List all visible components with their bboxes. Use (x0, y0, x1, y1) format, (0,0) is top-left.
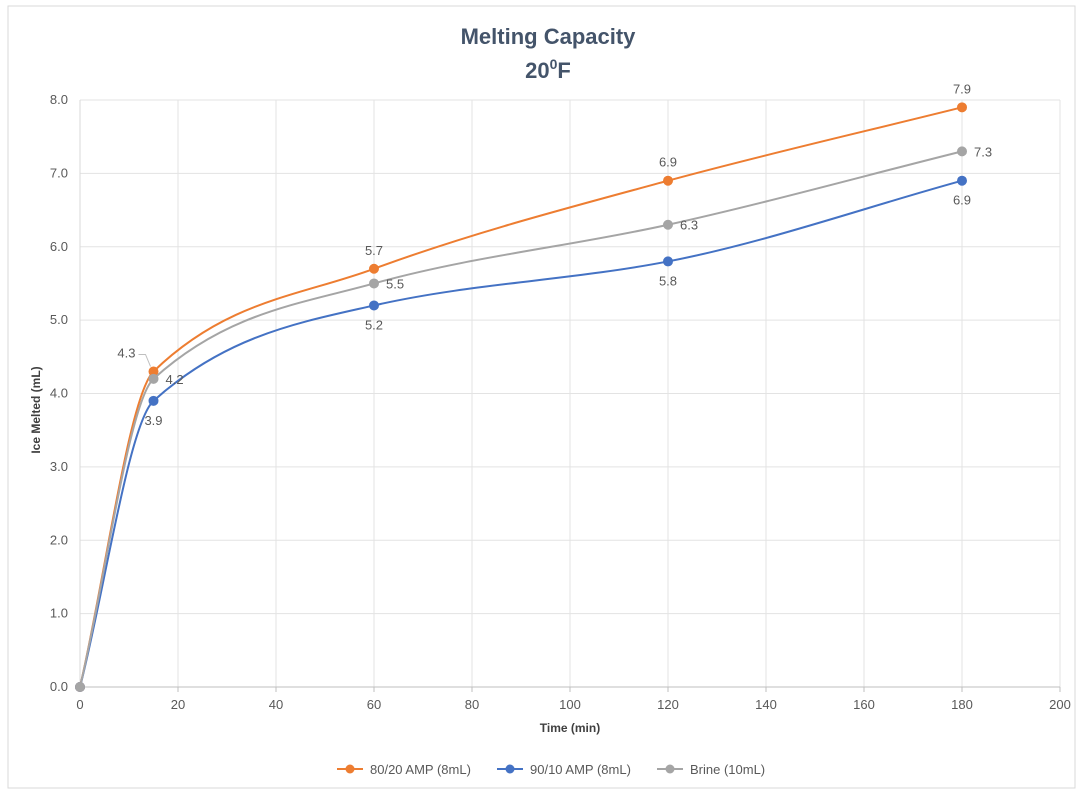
data-label: 6.3 (680, 218, 698, 233)
y-tick-label: 5.0 (50, 312, 68, 327)
legend-item: Brine (10mL) (657, 762, 765, 777)
legend-item: 80/20 AMP (8mL) (337, 762, 471, 777)
y-tick-label: 3.0 (50, 459, 68, 474)
data-point (369, 263, 379, 274)
y-tick-label: 0.0 (50, 679, 68, 694)
data-label: 5.8 (659, 273, 677, 288)
y-axis-title: Ice Melted (mL) (29, 366, 43, 453)
data-label: 3.9 (144, 413, 162, 428)
data-point (957, 102, 967, 113)
legend-label: 90/10 AMP (8mL) (530, 762, 631, 777)
label-leader-line (138, 353, 151, 367)
x-tick-label: 40 (269, 697, 283, 712)
data-label: 7.9 (953, 81, 971, 96)
x-tick-label: 140 (755, 697, 777, 712)
x-tick-label: 200 (1049, 697, 1071, 712)
legend-label: Brine (10mL) (690, 762, 765, 777)
x-tick-label: 0 (76, 697, 83, 712)
y-tick-label: 7.0 (50, 165, 68, 180)
data-point (369, 300, 379, 311)
x-tick-label: 80 (465, 697, 479, 712)
chart-title: Melting Capacity (461, 24, 637, 49)
data-point (957, 146, 967, 157)
legend-marker (665, 764, 675, 774)
data-point (148, 395, 159, 406)
x-tick-label: 120 (657, 697, 679, 712)
gridlines (80, 99, 1061, 687)
y-tick-label: 2.0 (50, 532, 68, 547)
data-label: 7.3 (974, 144, 992, 159)
data-point (148, 373, 159, 384)
axes: 0.0 1.0 2.0 3.0 4.0 5.0 6.0 7.0 8.0 0 20 40 60 80 100 1… (50, 92, 1071, 712)
legend-label: 80/20 AMP (8mL) (370, 762, 471, 777)
series-2 (75, 146, 967, 692)
series-1 (75, 175, 967, 692)
series-layer (75, 102, 967, 692)
chart-subtitle: 200F (525, 56, 571, 83)
chart-subtitle-suffix: F (557, 58, 570, 83)
data-labels: 4.3 5.7 6.9 7.9 3.9 5.2 5.8 6.9 4.2 5.5 6.3 7.3 (117, 81, 992, 428)
data-label: 5.5 (386, 276, 404, 291)
x-tick-label: 160 (853, 697, 875, 712)
chart-border (7, 5, 1076, 789)
data-label: 4.3 (117, 345, 135, 360)
legend-item: 90/10 AMP (8mL) (497, 762, 631, 777)
data-point (957, 175, 967, 186)
data-point (663, 175, 673, 186)
x-tick-label: 60 (367, 697, 381, 712)
data-label: 6.9 (953, 193, 971, 208)
x-axis-title: Time (min) (540, 721, 600, 735)
x-tick-label: 100 (559, 697, 581, 712)
x-tick-label: 180 (951, 697, 973, 712)
legend: 80/20 AMP (8mL) 90/10 AMP (8mL) Brine (10m… (337, 762, 765, 777)
data-label: 6.9 (659, 155, 677, 170)
y-tick-label: 1.0 (50, 606, 68, 621)
data-label: 5.2 (365, 317, 383, 332)
y-tick-label: 4.0 (50, 386, 68, 401)
y-tick-label: 6.0 (50, 239, 68, 254)
legend-marker (345, 764, 355, 774)
data-point (663, 219, 673, 230)
data-point (75, 682, 85, 692)
y-tick-label: 8.0 (50, 92, 68, 107)
data-point (369, 278, 379, 289)
chart-subtitle-superscript: 0 (550, 56, 558, 72)
x-tick-label: 20 (171, 697, 185, 712)
chart-subtitle-main: 20 (525, 58, 549, 83)
data-label: 4.2 (166, 372, 184, 387)
data-label: 5.7 (365, 243, 383, 258)
legend-marker (505, 764, 515, 774)
data-point (663, 256, 673, 267)
